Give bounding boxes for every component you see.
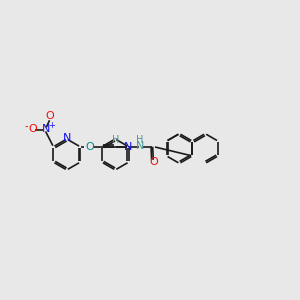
Text: O: O bbox=[149, 157, 158, 167]
Text: H: H bbox=[112, 135, 119, 145]
Text: O: O bbox=[85, 142, 94, 152]
Text: N: N bbox=[135, 141, 144, 151]
Text: N: N bbox=[42, 124, 50, 134]
Text: O: O bbox=[46, 111, 54, 121]
Text: -: - bbox=[25, 122, 28, 131]
Text: H: H bbox=[136, 135, 143, 145]
Text: N: N bbox=[124, 142, 132, 152]
Text: O: O bbox=[28, 124, 37, 134]
Text: +: + bbox=[49, 121, 55, 130]
Text: N: N bbox=[63, 133, 72, 142]
